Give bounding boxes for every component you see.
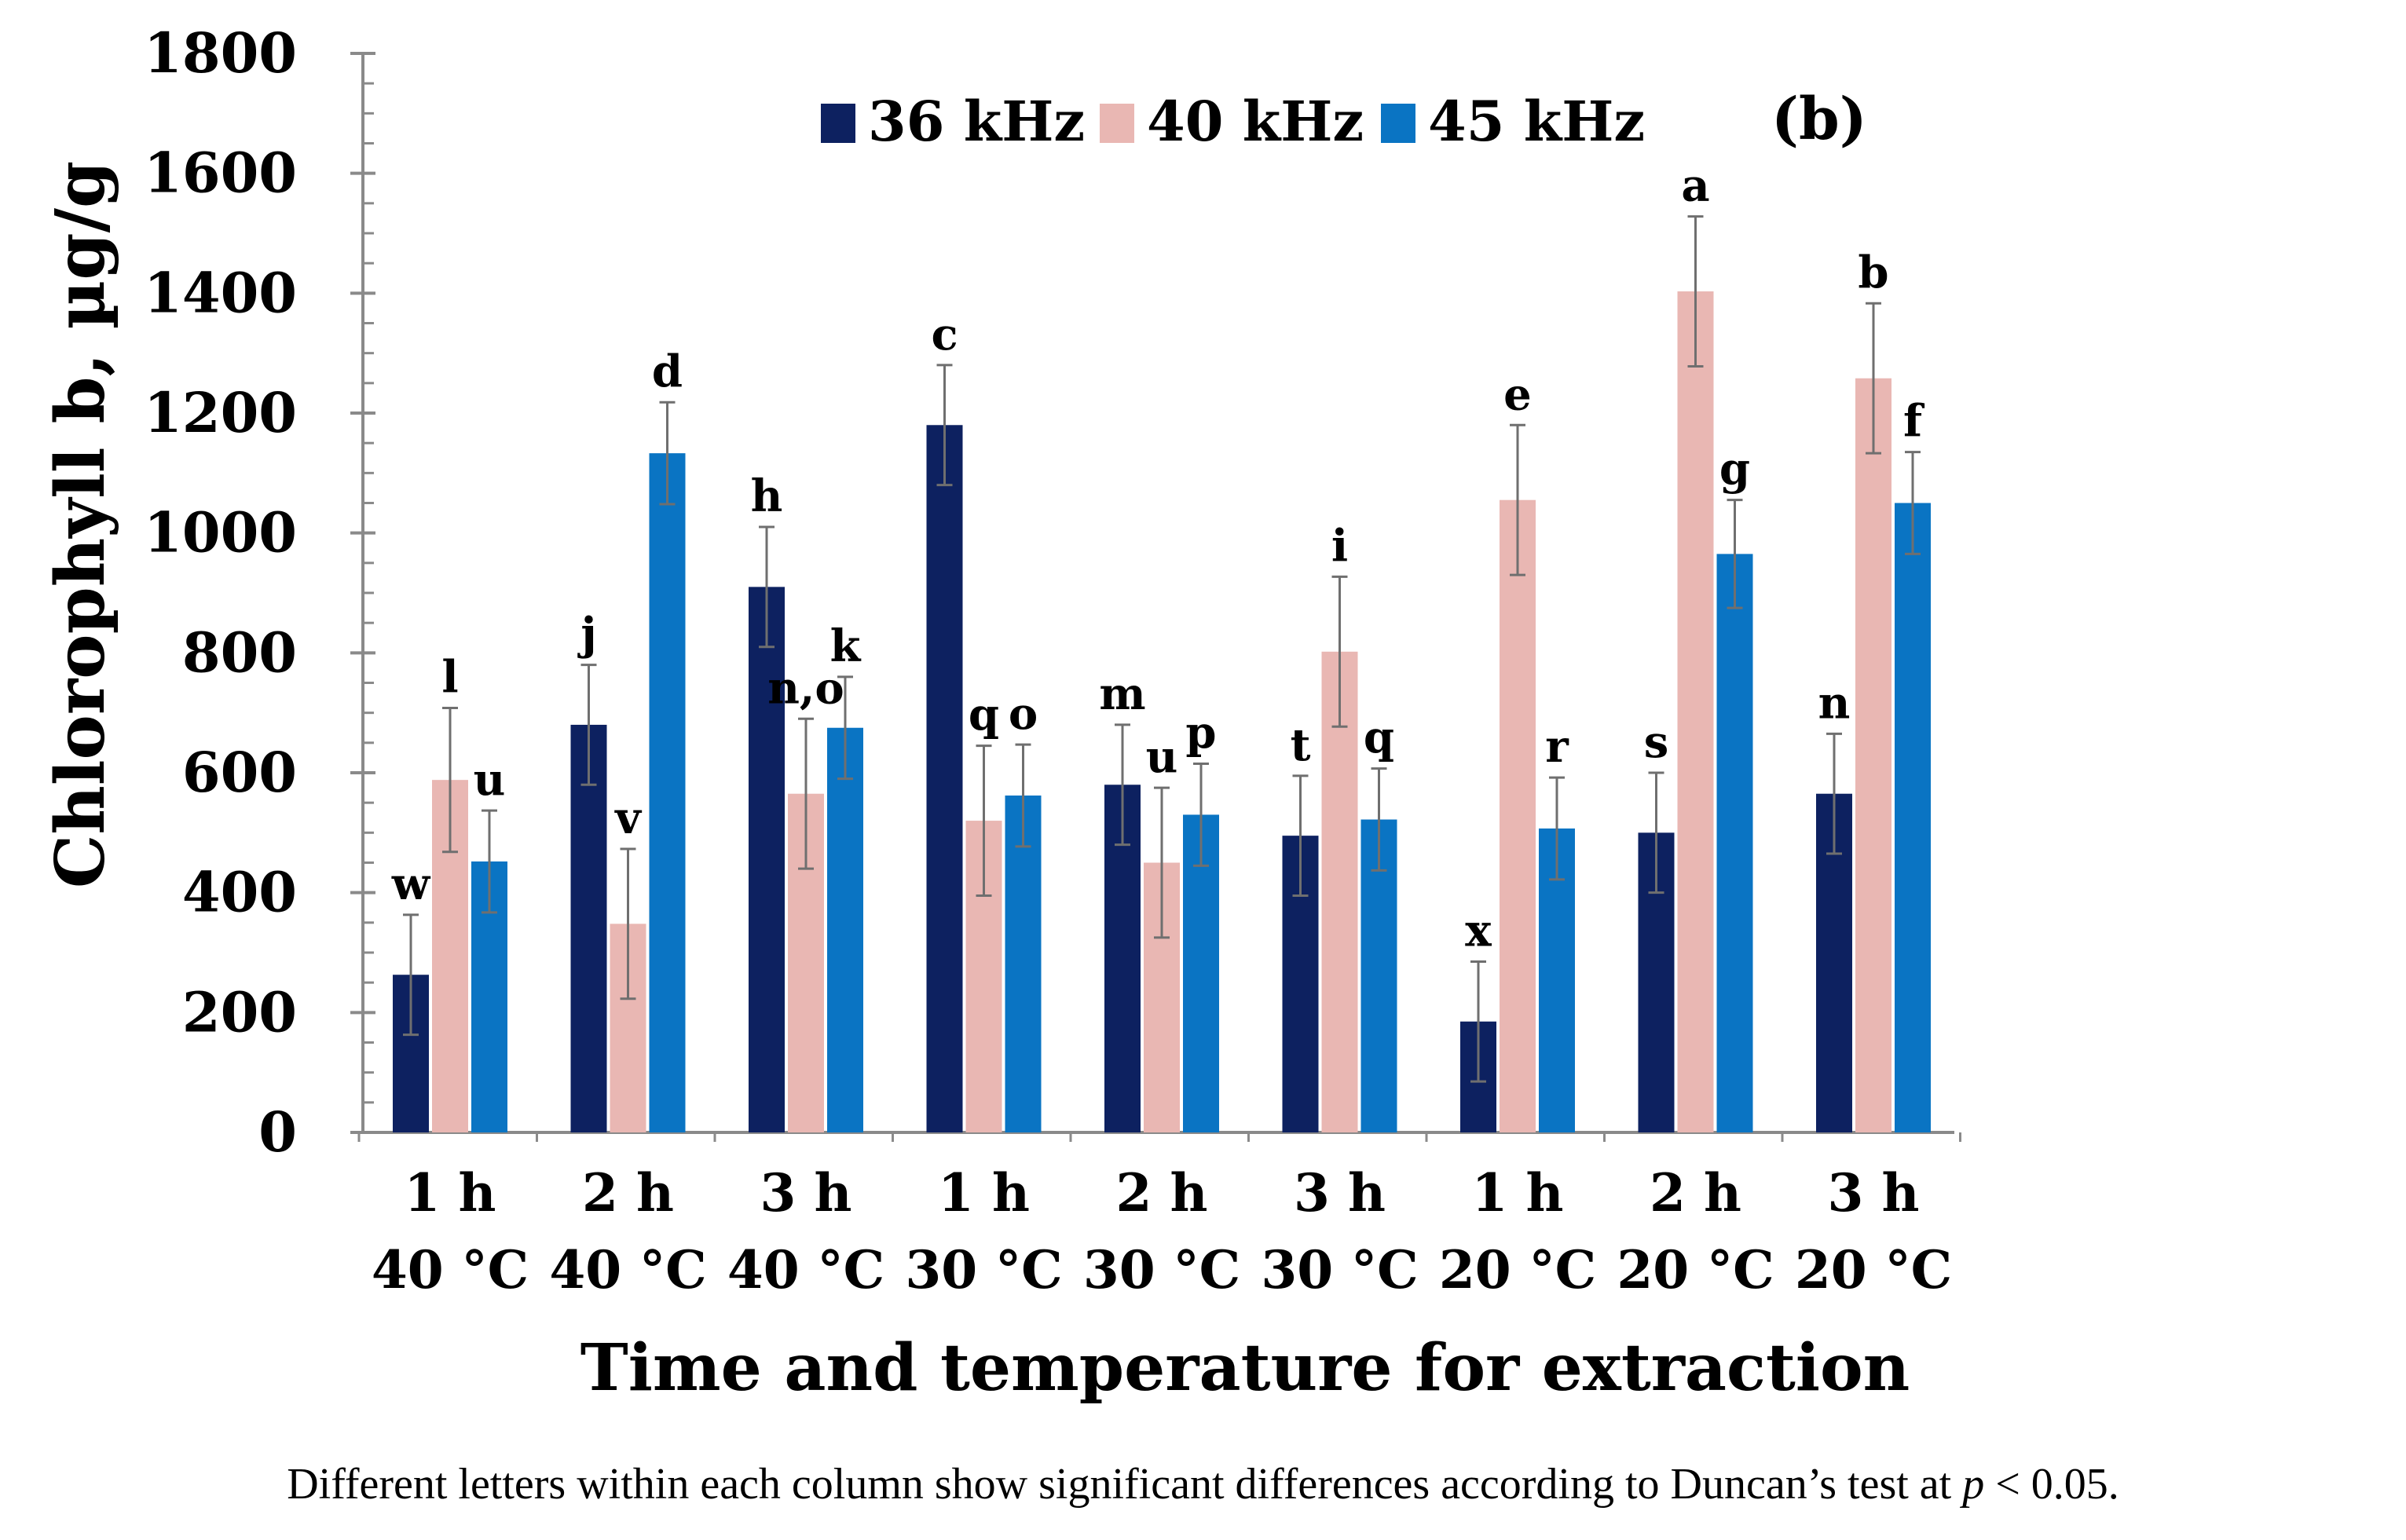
significance-letter: q <box>969 690 999 741</box>
bar <box>1500 499 1536 1132</box>
x-tick-label-temp: 20 °C <box>1795 1239 1952 1300</box>
bar <box>1895 503 1931 1132</box>
x-tick-label-temp: 40 °C <box>372 1239 529 1300</box>
x-tick-label-temp: 30 °C <box>905 1239 1062 1300</box>
significance-letter: h <box>751 470 783 522</box>
caption-threshold: < 0.05. <box>1984 1460 2119 1509</box>
x-tick-label-time: 3 h <box>1828 1162 1920 1224</box>
x-tick-label-time: 3 h <box>1294 1162 1386 1224</box>
significance-letter: v <box>613 792 642 844</box>
significance-letter: l <box>441 652 458 704</box>
legend-swatch <box>821 104 855 143</box>
bar <box>1183 814 1219 1132</box>
significance-letter: e <box>1503 368 1532 420</box>
y-tick-label: 800 <box>182 620 297 685</box>
legend-label: 36 kHz <box>868 89 1085 154</box>
y-tick-label: 1400 <box>144 260 297 325</box>
significance-letter: g <box>1719 444 1750 496</box>
bars <box>393 215 1931 1132</box>
significance-letter: f <box>1903 396 1925 448</box>
y-tick-label: 600 <box>182 740 297 805</box>
legend-swatch <box>1381 104 1415 143</box>
significance-letter: s <box>1644 716 1669 768</box>
x-tick-label-temp: 20 °C <box>1617 1239 1774 1300</box>
bar <box>926 425 963 1132</box>
significance-letter: x <box>1465 905 1492 957</box>
y-tick-label: 1200 <box>144 380 297 445</box>
significance-letter: p <box>1185 708 1216 759</box>
bar <box>1360 819 1397 1132</box>
figure-caption: Different letters within each column sho… <box>0 1459 2406 1509</box>
y-tick-label: 400 <box>182 860 297 925</box>
x-tick-label-temp: 40 °C <box>549 1239 706 1300</box>
x-tick-label-temp: 30 °C <box>1083 1239 1240 1300</box>
significance-letter: n <box>1818 677 1851 729</box>
legend-label: 45 kHz <box>1428 89 1645 154</box>
x-tick-label-time: 1 h <box>1472 1162 1564 1224</box>
x-tick-label-time: 1 h <box>938 1162 1030 1224</box>
significance-letter: k <box>830 620 862 672</box>
x-tick-label-temp: 40 °C <box>727 1239 884 1300</box>
bar <box>827 727 863 1132</box>
legend-swatch <box>1100 104 1134 143</box>
significance-letter: q <box>1364 712 1394 764</box>
legend: 36 kHz 40 kHz 45 kHz <box>821 89 1645 154</box>
y-tick-label: 200 <box>182 979 297 1044</box>
x-axis-title: Time and temperature for extraction <box>580 1330 1910 1406</box>
y-tick-label: 0 <box>258 1099 297 1165</box>
significance-letter: u <box>1146 731 1178 783</box>
caption-text: Different letters within each column sho… <box>287 1460 1963 1509</box>
y-tick-label: 1800 <box>144 20 297 86</box>
y-tick-label: 1000 <box>144 500 297 565</box>
x-tick-label-temp: 30 °C <box>1261 1239 1418 1300</box>
bar <box>570 724 607 1132</box>
x-tick-label-time: 2 h <box>1116 1162 1208 1224</box>
panel-label: (b) <box>1771 86 1867 153</box>
x-tick-label-temp: 20 °C <box>1439 1239 1596 1300</box>
x-tick-label-time: 3 h <box>760 1162 852 1224</box>
significance-letter: u <box>474 754 506 806</box>
significance-letter: j <box>577 609 596 660</box>
legend-label: 40 kHz <box>1147 89 1364 154</box>
significance-letter: d <box>652 346 683 397</box>
y-tick-label: 1600 <box>144 141 297 206</box>
significance-letter: c <box>931 309 958 360</box>
significance-letter: w <box>391 858 431 910</box>
bar <box>1321 651 1358 1132</box>
significance-letter: r <box>1545 721 1569 773</box>
x-tick-label-time: 2 h <box>582 1162 674 1224</box>
significance-letter: n,o <box>767 662 844 714</box>
x-tick-label-time: 1 h <box>405 1162 496 1224</box>
y-axis-title: Chlorophyll b, µg/g <box>41 161 120 888</box>
significance-letter: i <box>1331 520 1348 572</box>
significance-letter: t <box>1291 719 1311 771</box>
bar <box>1005 796 1042 1132</box>
x-tick-label-time: 2 h <box>1650 1162 1741 1224</box>
bar <box>1716 554 1753 1132</box>
bar <box>1855 378 1891 1132</box>
significance-letter: b <box>1858 247 1888 298</box>
significance-letter: m <box>1099 668 1145 720</box>
caption-p-variable: p <box>1962 1460 1985 1509</box>
significance-letter: a <box>1681 160 1709 212</box>
bar <box>1677 291 1714 1132</box>
bar <box>749 587 785 1132</box>
significance-letter: o <box>1009 688 1038 740</box>
bar <box>649 453 686 1132</box>
